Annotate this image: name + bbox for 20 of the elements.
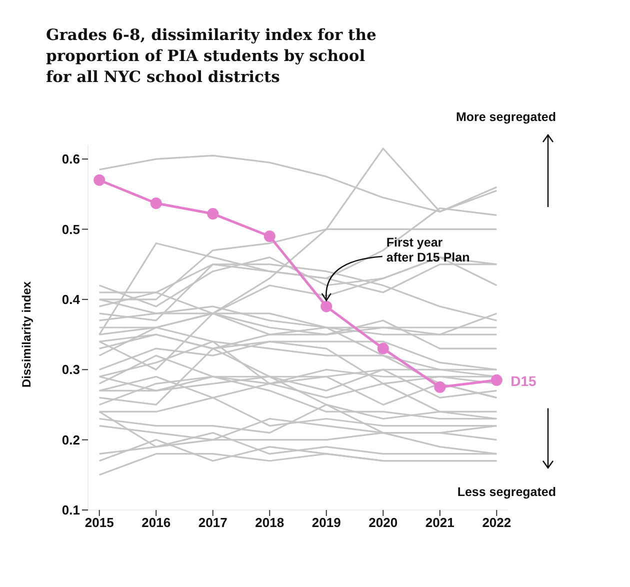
y-tick-label: 0.5 [62,222,80,237]
annotation: Less segregated [457,484,556,499]
y-tick-label: 0.3 [62,362,80,378]
annotation: First year after D15 Plan [386,235,470,264]
text: More segregated [456,110,556,124]
x-tick-label: 2018 [255,515,284,530]
y-tick-label: 0.6 [62,152,80,167]
x-tick-label: 2022 [482,515,512,530]
series-label: D15 [510,373,537,390]
x-tick-label: 2017 [198,515,228,530]
x-tick-label: 2015 [84,515,114,530]
y-axis-title: Dissimilarity index [19,281,34,388]
x-tick-label: 2019 [312,515,341,530]
y-tick-label: 0.4 [62,292,81,308]
chart-title: Grades 6-8, dissimilarity index for the proportion of PIA students by school for all NYC school districts [46,24,378,87]
x-tick-label: 2016 [142,515,171,530]
y-tick-label: 0.1 [62,502,80,518]
x-tick-label: 2020 [368,515,398,530]
x-tick-label: 2021 [425,515,454,530]
y-tick-label: 0.2 [62,432,80,448]
